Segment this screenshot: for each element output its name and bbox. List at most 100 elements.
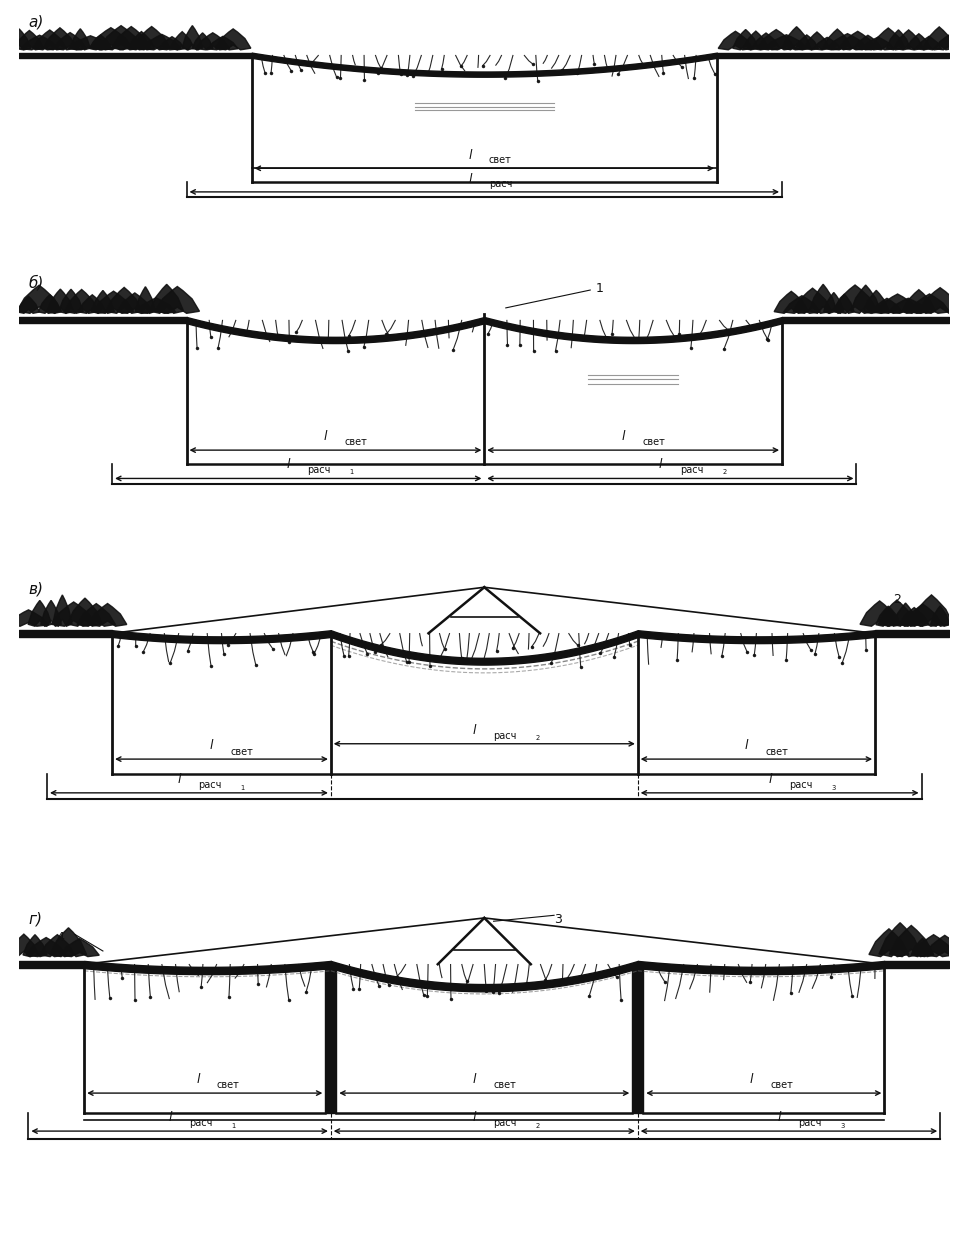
Polygon shape	[863, 290, 889, 313]
Polygon shape	[795, 35, 818, 50]
Polygon shape	[155, 286, 199, 313]
Polygon shape	[136, 298, 175, 313]
Polygon shape	[774, 291, 808, 313]
Polygon shape	[903, 604, 942, 627]
Polygon shape	[51, 928, 86, 957]
Text: расч: расч	[798, 1118, 822, 1128]
Polygon shape	[23, 934, 47, 957]
Text: $_{3}$: $_{3}$	[830, 783, 836, 793]
Text: $l$: $l$	[168, 1110, 173, 1123]
Polygon shape	[851, 285, 880, 313]
Polygon shape	[832, 285, 877, 313]
Polygon shape	[813, 38, 841, 50]
Text: $l$: $l$	[177, 772, 182, 786]
Polygon shape	[860, 600, 900, 627]
Polygon shape	[150, 284, 183, 313]
Text: свет: свет	[770, 1081, 793, 1091]
Polygon shape	[894, 30, 924, 50]
Polygon shape	[924, 26, 955, 50]
Text: свет: свет	[494, 1081, 517, 1091]
Polygon shape	[216, 29, 251, 50]
Text: $_{1}$: $_{1}$	[349, 467, 355, 477]
Polygon shape	[90, 35, 111, 50]
Polygon shape	[88, 603, 127, 627]
Text: $l$: $l$	[323, 429, 329, 443]
Text: свет: свет	[643, 437, 666, 447]
Polygon shape	[117, 293, 152, 313]
Polygon shape	[129, 31, 154, 50]
Polygon shape	[872, 298, 902, 313]
Polygon shape	[133, 26, 170, 50]
Text: свет: свет	[345, 437, 367, 447]
Text: $l$: $l$	[749, 1072, 755, 1086]
Text: $_{1}$: $_{1}$	[231, 1121, 237, 1131]
Polygon shape	[26, 937, 66, 957]
Polygon shape	[58, 289, 83, 313]
Text: $l$: $l$	[621, 429, 626, 443]
Polygon shape	[21, 35, 58, 50]
Text: $_{3}$: $_{3}$	[840, 1121, 846, 1131]
Polygon shape	[828, 34, 868, 50]
Polygon shape	[15, 30, 44, 50]
Text: свет: свет	[765, 747, 788, 757]
Text: $_{2}$: $_{2}$	[535, 1121, 541, 1131]
Text: б): б)	[29, 274, 44, 290]
Text: $l$: $l$	[777, 1110, 783, 1123]
Text: $l$: $l$	[468, 171, 473, 186]
Text: 4: 4	[57, 931, 64, 945]
Polygon shape	[89, 28, 132, 50]
Polygon shape	[79, 295, 106, 313]
Text: в): в)	[29, 582, 43, 597]
Polygon shape	[135, 286, 155, 313]
Polygon shape	[171, 31, 194, 50]
Text: свет: свет	[489, 155, 512, 165]
Polygon shape	[793, 288, 831, 313]
Polygon shape	[919, 288, 959, 313]
Polygon shape	[888, 298, 928, 313]
Text: $l$: $l$	[286, 458, 292, 472]
Text: расч: расч	[680, 465, 703, 475]
Text: $l$: $l$	[472, 1110, 478, 1123]
Polygon shape	[44, 28, 76, 50]
Polygon shape	[886, 30, 910, 50]
Polygon shape	[60, 938, 99, 957]
Polygon shape	[68, 36, 113, 50]
Polygon shape	[743, 31, 768, 50]
Polygon shape	[930, 605, 949, 627]
Polygon shape	[17, 296, 39, 313]
Polygon shape	[889, 926, 933, 957]
Polygon shape	[47, 289, 74, 313]
Polygon shape	[935, 35, 959, 50]
Text: расч: расч	[489, 179, 512, 189]
Polygon shape	[67, 598, 103, 627]
Polygon shape	[878, 600, 916, 627]
Polygon shape	[879, 923, 922, 957]
Text: $l$: $l$	[744, 738, 750, 752]
Text: $l$: $l$	[658, 458, 664, 472]
Text: расч: расч	[199, 781, 222, 791]
Polygon shape	[192, 33, 213, 50]
Polygon shape	[854, 35, 881, 50]
Polygon shape	[839, 31, 877, 50]
Text: 1: 1	[505, 281, 604, 308]
Polygon shape	[809, 284, 837, 313]
Polygon shape	[70, 29, 90, 50]
Text: $l$: $l$	[472, 1072, 478, 1086]
Polygon shape	[100, 26, 142, 50]
Polygon shape	[17, 285, 61, 313]
Polygon shape	[143, 34, 181, 50]
Polygon shape	[733, 30, 759, 50]
Polygon shape	[159, 36, 184, 50]
Polygon shape	[902, 290, 936, 313]
Polygon shape	[911, 938, 934, 957]
Polygon shape	[784, 295, 820, 313]
Text: расч: расч	[494, 732, 517, 742]
Polygon shape	[9, 609, 49, 627]
Polygon shape	[112, 26, 151, 50]
Text: г): г)	[29, 911, 42, 926]
Polygon shape	[876, 607, 901, 627]
Polygon shape	[38, 295, 61, 313]
Polygon shape	[869, 928, 909, 957]
Text: расч: расч	[494, 1118, 517, 1128]
Text: $_{1}$: $_{1}$	[240, 783, 246, 793]
